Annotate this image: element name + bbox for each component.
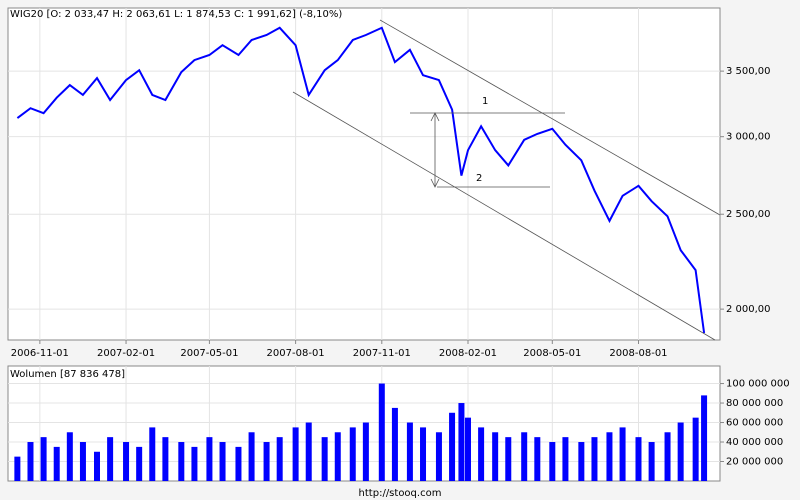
y-tick-label: 3 500,00	[726, 66, 771, 77]
x-tick-label: 2007-02-01	[97, 348, 155, 359]
volume-bar	[305, 422, 312, 481]
volume-bar	[449, 412, 456, 481]
annotation: 2	[476, 173, 482, 184]
x-tick-label: 2008-05-01	[523, 348, 581, 359]
x-tick-label: 2008-08-01	[609, 348, 667, 359]
volume-bar	[53, 446, 60, 481]
volume-bar	[149, 427, 156, 481]
volume-bar	[664, 432, 671, 481]
volume-bar	[40, 437, 47, 481]
volume-bar	[292, 427, 299, 481]
volume-bar	[235, 446, 242, 481]
y-tick-label: 60 000 000	[726, 418, 783, 429]
channel-upper	[379, 19, 721, 216]
volume-bar	[562, 437, 569, 481]
volume-bar	[27, 442, 34, 481]
volume-bar	[248, 432, 255, 481]
price-line	[16, 26, 706, 334]
volume-bar	[492, 432, 499, 481]
volume-bar	[420, 427, 427, 481]
volume-bar	[66, 432, 73, 481]
volume-bar	[107, 437, 114, 481]
volume-bar	[635, 437, 642, 481]
y-tick-label: 3 000,00	[726, 132, 771, 143]
volume-bar	[591, 437, 598, 481]
x-tick-label: 2007-05-01	[180, 348, 238, 359]
volume-bar	[378, 383, 385, 481]
volume-bar	[94, 451, 100, 481]
y-tick-label: 2 000,00	[726, 304, 771, 315]
channel-lower	[292, 91, 716, 341]
volume-bar	[478, 427, 485, 481]
arrow-heads	[430, 112, 440, 188]
x-tick-label: 2007-08-01	[267, 348, 325, 359]
volume-bar	[178, 442, 185, 481]
volume-bar	[648, 442, 655, 481]
y-tick-label: 40 000 000	[726, 437, 783, 448]
volume-bar	[349, 427, 356, 481]
hand-drawn-lines	[292, 19, 721, 341]
x-tick-label: 2007-11-01	[353, 348, 411, 359]
y-tick-label: 80 000 000	[726, 398, 783, 409]
volume-bar	[406, 422, 413, 481]
volume-bar	[136, 446, 143, 481]
volume-bar	[162, 437, 169, 481]
volume-bar	[458, 403, 465, 481]
annotation: 1	[482, 96, 488, 107]
volume-bar	[677, 422, 684, 481]
volume-bar	[578, 442, 585, 481]
x-tick-label: 2006-11-01	[11, 348, 69, 359]
marks-layer	[14, 26, 708, 481]
volume-bar	[549, 442, 556, 481]
x-tick-label: 2008-02-01	[439, 348, 497, 359]
volume-bar	[334, 432, 341, 481]
chart-title: WIG20 [O: 2 033,47 H: 2 063,61 L: 1 874,…	[10, 9, 342, 20]
y-tick-label: 2 500,00	[726, 209, 771, 220]
volume-bar	[123, 442, 130, 481]
volume-bar	[464, 417, 471, 481]
volume-bar	[606, 432, 613, 481]
volume-bar	[534, 437, 541, 481]
volume-bar	[362, 422, 369, 481]
volume-bar	[321, 437, 328, 481]
volume-bar	[692, 417, 699, 481]
y-tick-label: 20 000 000	[726, 457, 783, 468]
volume-bar	[191, 446, 198, 481]
volume-bar	[505, 437, 512, 481]
footer: http://stooq.com	[359, 488, 442, 499]
price-panel	[7, 7, 721, 341]
volume-bar	[263, 442, 270, 481]
volume-bar	[14, 456, 21, 481]
volume-bar	[521, 432, 528, 481]
volume-title: Wolumen [87 836 478]	[10, 369, 125, 380]
volume-bar	[219, 442, 226, 481]
volume-bar	[701, 395, 708, 481]
y-tick-label: 100 000 000	[726, 379, 790, 390]
volume-bar	[391, 407, 398, 481]
volume-bar	[619, 427, 626, 481]
volume-bar	[276, 437, 283, 481]
volume-bar	[79, 442, 86, 481]
volume-bar	[206, 437, 213, 481]
volume-bar	[435, 432, 442, 481]
